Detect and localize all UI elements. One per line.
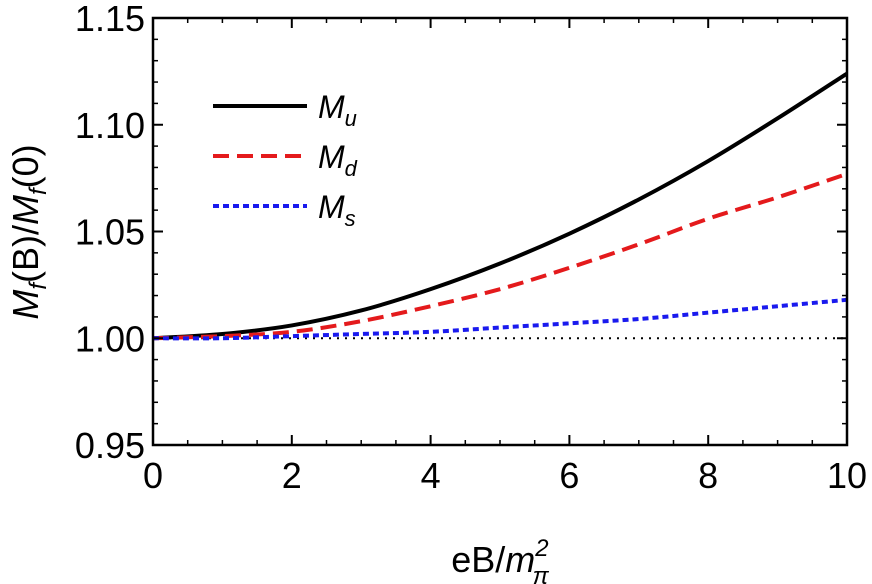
ticks: 0 2 4 6 8 10 0.95 1.00 1.05 1.10 1.15 [75, 0, 867, 496]
y-axis-label: Mf(B)/Mf(0) [5, 144, 52, 319]
x-axis-label: eB/m2 π [451, 535, 549, 584]
series-group [152, 71, 849, 341]
series-line-u [152, 71, 849, 341]
y-tick-label: 0.95 [75, 425, 145, 466]
y-tick-label: 1.15 [75, 0, 145, 39]
y-tick-label: 1.05 [75, 212, 145, 253]
x-tick-label: 6 [559, 455, 579, 496]
x-tick-label: 0 [143, 455, 163, 496]
legend: Mu Md Ms [213, 89, 358, 231]
legend-label-d: Md [318, 139, 358, 181]
y-tick-label: 1.00 [75, 318, 145, 359]
x-tick-label: 10 [827, 455, 867, 496]
legend-label-u: Mu [318, 89, 357, 131]
plot-frame [151, 16, 849, 447]
y-tick-label: 1.10 [75, 105, 145, 146]
legend-label-s: Ms [318, 189, 356, 231]
x-tick-label: 8 [698, 455, 718, 496]
x-tick-label: 4 [421, 455, 441, 496]
series-line-d [152, 171, 848, 341]
x-tick-label: 2 [282, 455, 302, 496]
